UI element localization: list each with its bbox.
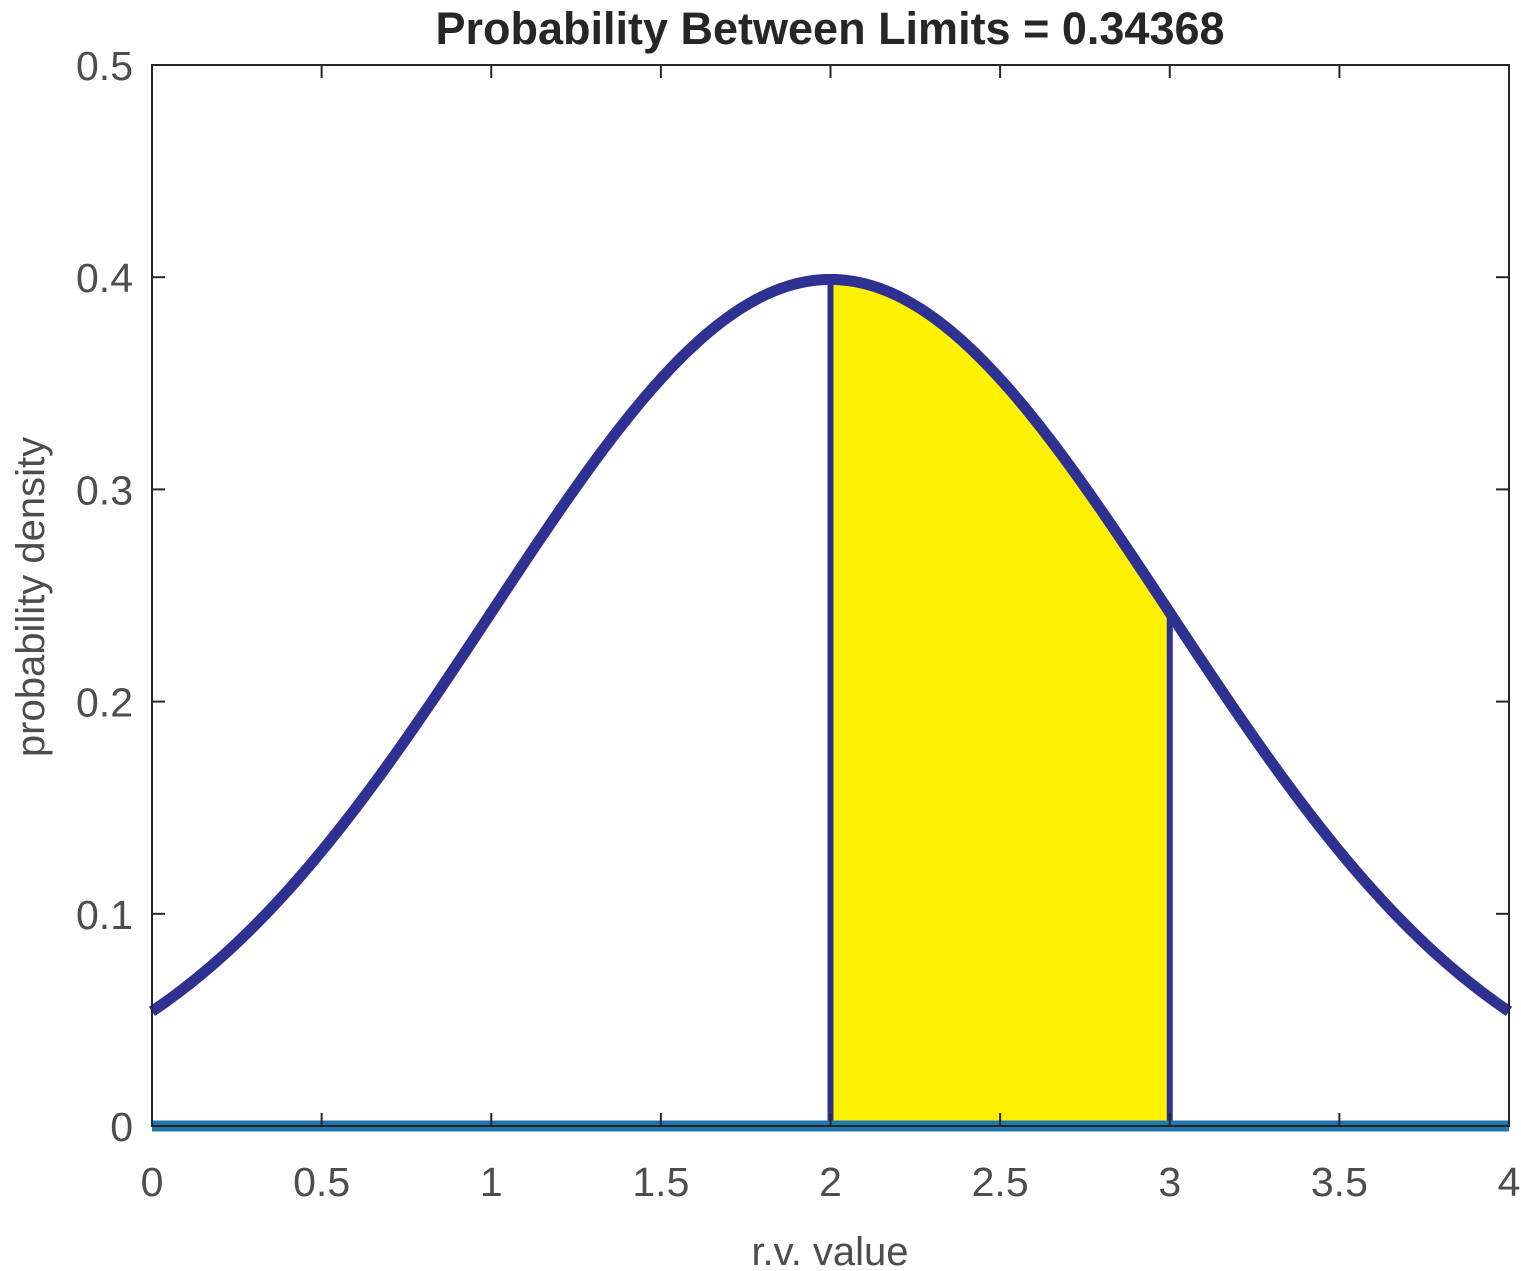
shaded-probability-region (829, 277, 1172, 1128)
x-tick-label: 3.5 (1311, 1159, 1368, 1205)
chart-title: Probability Between Limits = 0.34368 (435, 3, 1224, 54)
axes: 0 0.5 1 1.5 2 2.5 3 3.5 4 0 0.1 0.2 0.3 0.4 0.5 (76, 43, 1520, 1205)
y-tick-label: 0.2 (76, 680, 133, 726)
y-tick-label: 0.3 (76, 467, 133, 513)
y-tick-label: 0 (110, 1104, 133, 1150)
y-tick-label: 0.4 (76, 255, 133, 301)
x-tick-label: 2.5 (972, 1159, 1029, 1205)
x-tick-label: 0 (141, 1159, 164, 1205)
y-tick-label: 0.5 (76, 43, 133, 89)
x-tick-label: 0.5 (293, 1159, 350, 1205)
y-tick-label: 0.1 (76, 892, 133, 938)
y-axis-label: probability density (9, 437, 53, 757)
x-tick-label: 3 (1158, 1159, 1181, 1205)
x-tick-label: 1.5 (632, 1159, 689, 1205)
x-tick-label: 1 (480, 1159, 503, 1205)
x-tick-label: 4 (1498, 1159, 1521, 1205)
x-tick-label: 2 (819, 1159, 842, 1205)
density-curve (148, 273, 1513, 1016)
plot-area (148, 273, 1513, 1132)
x-axis-label: r.v. value (751, 1230, 908, 1271)
